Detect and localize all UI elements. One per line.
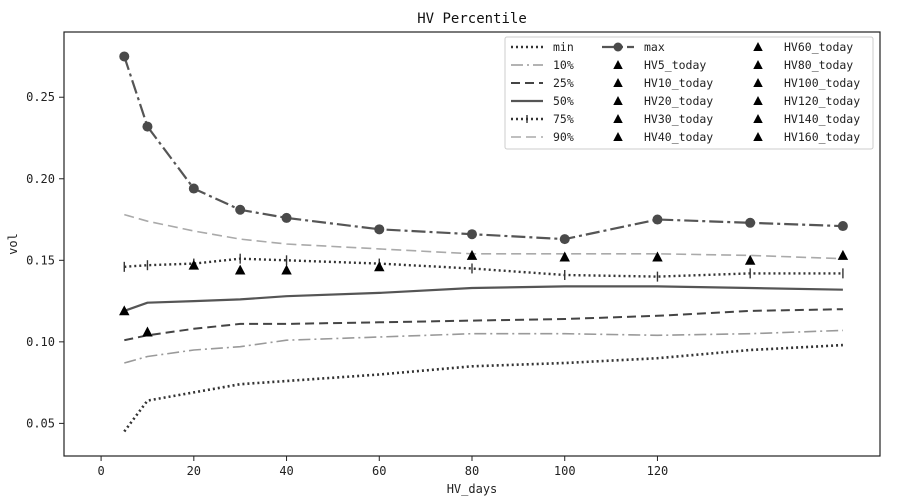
legend-box	[504, 36, 874, 150]
y-tick-label: 0.05	[26, 416, 55, 430]
x-tick-label: 0	[97, 464, 104, 478]
legend-label-HV120_today: HV120_today	[784, 94, 860, 108]
legend-label-HV160_today: HV160_today	[784, 130, 860, 144]
legend-label-HV40_today: HV40_today	[644, 130, 713, 144]
x-tick-label: 80	[465, 464, 479, 478]
x-tick-label: 20	[187, 464, 201, 478]
max-point	[142, 121, 153, 132]
series-line-75pct	[124, 257, 843, 278]
legend-label-10pct: 10%	[553, 58, 574, 72]
series-line-90pct	[124, 213, 843, 260]
y-axis-title: vol	[6, 233, 20, 255]
legend-label-HV30_today: HV30_today	[644, 112, 713, 126]
series-line-min	[123, 343, 843, 433]
y-tick-label: 0.25	[26, 90, 55, 104]
max-point	[559, 234, 570, 245]
max-point	[188, 183, 199, 194]
legend-max-marker	[613, 42, 623, 52]
today-point-HV40_today	[281, 264, 292, 275]
today-point-HV60_today	[374, 261, 385, 272]
today-point-HV100_today	[559, 251, 570, 262]
max-point	[467, 229, 477, 240]
legend-handle-HV60_today	[753, 42, 763, 51]
y-tick-label: 0.10	[26, 335, 55, 349]
x-tick-label: 60	[372, 464, 386, 478]
y-tick-label: 0.20	[26, 172, 55, 186]
legend-label-HV140_today: HV140_today	[784, 112, 860, 126]
x-tick-label: 40	[279, 464, 293, 478]
today-point-HV20_today	[188, 259, 200, 270]
y-tick-label: 0.15	[26, 253, 55, 267]
max-point	[119, 51, 130, 62]
plot-frame	[63, 31, 881, 457]
legend: min 10% 25% 50% 75% 90% max HV5_today HV10_today…	[504, 36, 874, 150]
legend-handle-HV80_today	[753, 60, 763, 69]
legend-handle-HV5_today	[613, 60, 623, 69]
legend-label-HV20_today: HV20_today	[644, 94, 713, 108]
legend-label-max: max	[644, 40, 665, 54]
legend-label-HV5_today: HV5_today	[644, 58, 706, 72]
legend-label-min: min	[553, 40, 574, 54]
series-line-10pct	[124, 329, 843, 364]
series-line-50pct	[123, 285, 843, 312]
series-line-25pct	[124, 308, 843, 342]
today-point-HV10_today	[142, 326, 153, 337]
x-tick-label: 120	[647, 464, 669, 478]
x-axis-title: HV_days	[447, 482, 498, 496]
legend-handle-HV160_today	[753, 132, 763, 141]
legend-label-75pct: 75%	[553, 112, 574, 126]
max-point	[374, 224, 385, 235]
legend-handle-HV30_today	[613, 114, 623, 123]
today-point-HV80_today	[466, 249, 478, 260]
chart-title: HV Percentile	[417, 11, 527, 27]
legend-label-HV100_today: HV100_today	[784, 76, 860, 90]
today-point-HV30_today	[234, 264, 246, 275]
legend-label-90pct: 90%	[553, 130, 574, 144]
legend-handle-HV140_today	[753, 114, 763, 123]
legend-label-25pct: 25%	[553, 76, 574, 90]
x-tick-label: 100	[554, 464, 576, 478]
max-point	[837, 221, 848, 232]
legend-handle-HV100_today	[753, 78, 763, 87]
today-point-HV160_today	[837, 249, 849, 260]
legend-label-HV60_today: HV60_today	[784, 40, 853, 54]
legend-label-50pct: 50%	[553, 94, 574, 108]
max-point	[652, 214, 663, 225]
series-line-max	[123, 56, 843, 241]
legend-handle-HV10_today	[613, 78, 623, 87]
max-point	[235, 204, 246, 215]
legend-label-HV80_today: HV80_today	[784, 58, 853, 72]
max-point	[281, 212, 292, 223]
legend-handle-HV20_today	[613, 96, 623, 105]
today-point-HV140_today	[744, 254, 756, 265]
today-point-HV5_today	[119, 305, 130, 316]
legend-label-HV10_today: HV10_today	[644, 76, 713, 90]
legend-handle-HV120_today	[753, 96, 763, 105]
legend-handle-HV40_today	[613, 132, 623, 141]
max-point	[745, 217, 756, 228]
today-point-HV120_today	[652, 251, 663, 262]
